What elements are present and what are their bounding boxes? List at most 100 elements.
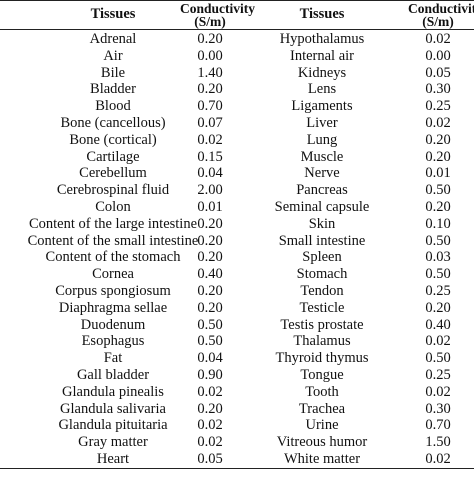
tissue-cell: Spleen xyxy=(302,249,342,266)
tissue-cell: White matter xyxy=(283,450,361,467)
tissue-cell: Content of the stomach xyxy=(45,249,181,266)
conductivity-cell: 0.25 xyxy=(425,98,451,115)
table-row: Content of the large intestine 0.20 Skin 0.… xyxy=(0,216,474,233)
tissue-cell: Duodenum xyxy=(80,316,146,333)
conductivity-cell: 0.50 xyxy=(197,333,223,350)
tissue-cell: Air xyxy=(103,47,123,64)
tissue-cell: Lens xyxy=(307,81,337,98)
conductivity-cell: 0.25 xyxy=(425,366,451,383)
tissue-cell: Diaphragma sellae xyxy=(58,299,168,316)
tissue-cell: Colon xyxy=(95,198,131,215)
header-text: (S/m) xyxy=(422,14,454,29)
tissue-cell: Gall bladder xyxy=(76,366,150,383)
tissue-cell: Kidneys xyxy=(297,64,347,81)
table-row: Content of the stomach 0.20 Spleen 0.03 xyxy=(0,249,474,266)
table-row: Corpus spongiosum 0.20 Tendon 0.25 xyxy=(0,283,474,300)
header-cell: Tissues xyxy=(252,7,392,22)
conductivity-cell: 0.20 xyxy=(197,282,223,299)
header-text: Conductivity xyxy=(408,0,474,16)
conductivity-cell: 0.00 xyxy=(197,47,223,64)
tissue-cell: Esophagus xyxy=(81,333,145,350)
conductivity-cell: 0.02 xyxy=(425,450,451,467)
header-cell: Conductivity(S/m) xyxy=(408,0,474,29)
conductivity-cell: 0.05 xyxy=(197,450,223,467)
conductivity-cell: 1.50 xyxy=(425,434,451,451)
tissue-cell: Stomach xyxy=(296,266,348,283)
conductivity-cell: 0.20 xyxy=(425,299,451,316)
table-row: Air 0.00 Internal air 0.00 xyxy=(0,48,474,65)
conductivity-cell: 0.50 xyxy=(425,350,451,367)
table-row: Bone (cortical) 0.02 Lung 0.20 xyxy=(0,132,474,149)
conductivity-cell: 0.02 xyxy=(425,383,451,400)
tissue-cell: Cornea xyxy=(92,266,134,283)
conductivity-cell: 0.07 xyxy=(197,114,223,131)
conductivity-cell: 0.50 xyxy=(425,266,451,283)
tissue-cell: Thyroid thymus xyxy=(275,350,369,367)
tissue-cell: Heart xyxy=(96,450,130,467)
tissue-cell: Fat xyxy=(103,350,123,367)
table-row: Bladder 0.20 Lens 0.30 xyxy=(0,81,474,98)
conductivity-cell: 0.50 xyxy=(425,182,451,199)
conductivity-cell: 0.04 xyxy=(197,350,223,367)
tissue-cell: Cerebellum xyxy=(79,165,147,182)
conductivity-cell: 2.00 xyxy=(197,182,223,199)
header-text: (S/m) xyxy=(194,14,226,29)
conductivity-cell: 0.15 xyxy=(197,148,223,165)
table-row: Cerebellum 0.04 Nerve 0.01 xyxy=(0,165,474,182)
conductivity-cell: 0.01 xyxy=(197,198,223,215)
conductivity-cell: 0.03 xyxy=(425,249,451,266)
header-cell: Conductivity(S/m) xyxy=(180,0,256,29)
tissue-cell: Bone (cortical) xyxy=(69,131,157,148)
tissue-cell: Pancreas xyxy=(296,182,348,199)
tissue-cell: Testicle xyxy=(299,299,345,316)
tissue-cell: Tooth xyxy=(305,383,339,400)
tissue-cell: Internal air xyxy=(289,47,354,64)
conductivity-cell: 0.20 xyxy=(197,215,223,232)
tissue-cell: Tongue xyxy=(300,366,344,383)
tissue-cell: Glandula pinealis xyxy=(62,383,164,400)
tissue-cell: Hypothalamus xyxy=(279,31,365,47)
tissue-cell: Bone (cancellous) xyxy=(60,114,166,131)
conductivity-cell: 0.50 xyxy=(197,316,223,333)
conductivity-cell: 0.02 xyxy=(425,31,451,47)
tissue-cell: Bladder xyxy=(90,81,136,98)
conductivity-cell: 0.20 xyxy=(425,148,451,165)
table-row: Glandula pituitaria 0.02 Urine 0.70 xyxy=(0,417,474,434)
conductivity-cell: 0.02 xyxy=(425,333,451,350)
tissue-cell: Nerve xyxy=(304,165,340,182)
tissue-cell: Small intestine xyxy=(278,232,366,249)
tissue-cell: Vitreous humor xyxy=(276,434,368,451)
conductivity-cell: 0.20 xyxy=(197,232,223,249)
conductivity-cell: 0.20 xyxy=(197,400,223,417)
conductivity-cell: 0.90 xyxy=(197,366,223,383)
header-text: Conductivity xyxy=(180,0,256,16)
table-row: Bile 1.40 Kidneys 0.05 xyxy=(0,65,474,82)
tissue-cell: Ligaments xyxy=(291,98,353,115)
tissue-cell: Glandula salivaria xyxy=(60,400,166,417)
table-row: Cerebrospinal fluid 2.00 Pancreas 0.50 xyxy=(0,182,474,199)
tissue-cell: Blood xyxy=(95,98,131,115)
table-row: Cornea 0.40 Stomach 0.50 xyxy=(0,266,474,283)
tissue-cell: Liver xyxy=(306,114,338,131)
tissue-cell: Cartilage xyxy=(86,148,140,165)
tissue-cell: Content of the small intestine xyxy=(27,232,199,249)
tissue-cell: Skin xyxy=(308,215,336,232)
table-row: Esophagus 0.50 Thalamus 0.02 xyxy=(0,333,474,350)
conductivity-cell: 0.70 xyxy=(425,417,451,434)
table-row: Glandula pinealis 0.02 Tooth 0.02 xyxy=(0,384,474,401)
table-row: Duodenum 0.50 Testis prostate 0.40 xyxy=(0,317,474,334)
conductivity-cell: 0.30 xyxy=(425,81,451,98)
table-row: Colon 0.01 Seminal capsule 0.20 xyxy=(0,199,474,216)
tissue-cell: Urine xyxy=(305,417,339,434)
tissue-cell: Gray matter xyxy=(78,434,148,451)
tissue-cell: Lung xyxy=(306,131,338,148)
tissue-cell: Cerebrospinal fluid xyxy=(56,182,170,199)
conductivity-cell: 0.00 xyxy=(425,47,451,64)
tissue-cell: Thalamus xyxy=(293,333,351,350)
table-row: Glandula salivaria 0.20 Trachea 0.30 xyxy=(0,401,474,418)
table-row: Gray matter 0.02 Vitreous humor 1.50 xyxy=(0,434,474,451)
table-row: Fat 0.04 Thyroid thymus 0.50 xyxy=(0,350,474,367)
conductivity-cell: 0.20 xyxy=(197,81,223,98)
conductivity-cell: 0.20 xyxy=(197,249,223,266)
